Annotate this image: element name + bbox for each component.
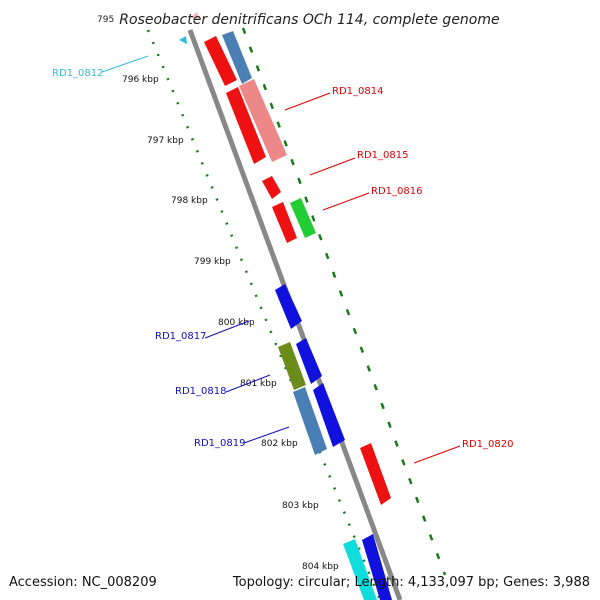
leader-rd1-0812 — [101, 55, 149, 73]
leader-rd1-0816 — [322, 192, 370, 211]
leader-rd1-0814 — [284, 92, 331, 111]
leader-rd1-0817 — [204, 320, 250, 339]
label-rd1-0817[interactable]: RD1_0817 — [155, 331, 206, 342]
gene-block-red-3[interactable] — [272, 202, 297, 243]
tick-802: 802 kbp — [261, 439, 298, 449]
leader-rd1-0815 — [309, 157, 356, 176]
tick-804: 804 kbp — [302, 562, 339, 572]
leader-rd1-0819 — [243, 426, 290, 444]
gene-block-blue-3[interactable] — [313, 383, 345, 447]
gene-rd1-0820[interactable] — [360, 443, 391, 505]
genome-title: Roseobacter denitrificans OCh 114, compl… — [119, 12, 500, 28]
label-rd1-0814[interactable]: RD1_0814 — [332, 86, 383, 97]
gene-block-blue-2[interactable] — [296, 338, 322, 384]
gene-block-cyan-bottom[interactable] — [343, 539, 377, 600]
label-rd1-0816[interactable]: RD1_0816 — [371, 186, 422, 197]
tick-801: 801 kbp — [240, 379, 277, 389]
label-rd1-0818[interactable]: RD1_0818 — [175, 386, 226, 397]
label-rd1-0815[interactable]: RD1_0815 — [357, 150, 408, 161]
gene-rd1-0812-marker[interactable] — [179, 36, 187, 44]
label-rd1-0820[interactable]: RD1_0820 — [462, 439, 513, 450]
gene-block-steel-top[interactable] — [222, 31, 252, 84]
tick-798: 798 kbp — [171, 196, 208, 206]
label-rd1-0812[interactable]: RD1_0812 — [52, 68, 103, 79]
title-position-prefix: 795 — [97, 15, 115, 25]
map-title: 795 Roseobacter denitrificans OCh 114, c… — [97, 9, 500, 28]
genome-summary: Topology: circular; Length: 4,133,097 bp… — [232, 575, 590, 590]
tick-800: 800 kbp — [218, 318, 255, 328]
gene-block-olive[interactable] — [278, 342, 306, 390]
gene-block-blue-bottom[interactable] — [362, 534, 392, 600]
gene-block-blue-1[interactable] — [275, 284, 302, 329]
tick-803: 803 kbp — [282, 501, 319, 511]
pink-marker — [190, 12, 200, 20]
label-rd1-0819[interactable]: RD1_0819 — [194, 438, 245, 449]
tick-797: 797 kbp — [147, 136, 184, 146]
gc-track-outer — [241, 27, 447, 576]
leader-rd1-0820 — [413, 445, 461, 464]
gene-block-red-top[interactable] — [204, 36, 237, 86]
gene-rd1-0815[interactable] — [262, 176, 281, 199]
accession-label: Accession: NC_008209 — [9, 575, 157, 590]
gene-block-steel-mid[interactable] — [293, 387, 327, 455]
gene-block-red-2[interactable] — [226, 87, 266, 164]
gene-rd1-0816[interactable] — [290, 198, 316, 238]
tick-796: 796 kbp — [122, 75, 159, 85]
tick-799: 799 kbp — [194, 257, 231, 267]
gene-rd1-0814[interactable] — [239, 79, 287, 162]
leader-rd1-0818 — [225, 374, 271, 393]
